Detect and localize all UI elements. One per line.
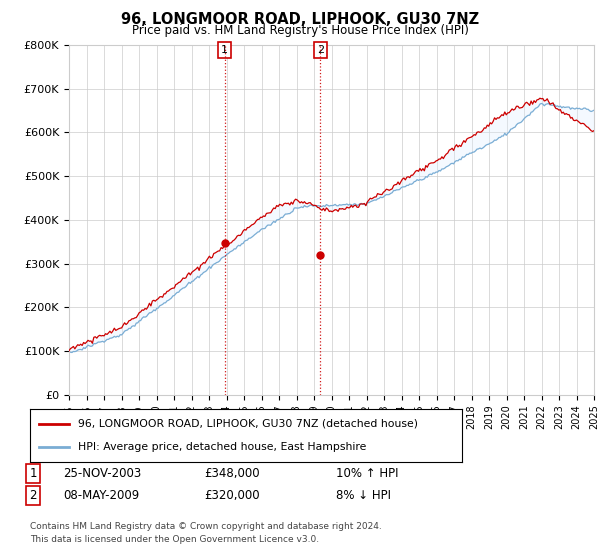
Text: 96, LONGMOOR ROAD, LIPHOOK, GU30 7NZ: 96, LONGMOOR ROAD, LIPHOOK, GU30 7NZ bbox=[121, 12, 479, 27]
Text: HPI: Average price, detached house, East Hampshire: HPI: Average price, detached house, East… bbox=[77, 442, 366, 452]
Text: 08-MAY-2009: 08-MAY-2009 bbox=[63, 489, 139, 502]
Text: 10% ↑ HPI: 10% ↑ HPI bbox=[336, 466, 398, 480]
Text: £320,000: £320,000 bbox=[204, 489, 260, 502]
Text: 1: 1 bbox=[29, 466, 37, 480]
Text: Price paid vs. HM Land Registry's House Price Index (HPI): Price paid vs. HM Land Registry's House … bbox=[131, 24, 469, 37]
Text: 8% ↓ HPI: 8% ↓ HPI bbox=[336, 489, 391, 502]
Text: 2: 2 bbox=[317, 45, 324, 55]
Text: £348,000: £348,000 bbox=[204, 466, 260, 480]
Text: 96, LONGMOOR ROAD, LIPHOOK, GU30 7NZ (detached house): 96, LONGMOOR ROAD, LIPHOOK, GU30 7NZ (de… bbox=[77, 419, 418, 429]
Text: 2: 2 bbox=[29, 489, 37, 502]
Text: This data is licensed under the Open Government Licence v3.0.: This data is licensed under the Open Gov… bbox=[30, 535, 319, 544]
Text: 1: 1 bbox=[221, 45, 228, 55]
Text: 25-NOV-2003: 25-NOV-2003 bbox=[63, 466, 141, 480]
Text: Contains HM Land Registry data © Crown copyright and database right 2024.: Contains HM Land Registry data © Crown c… bbox=[30, 522, 382, 531]
